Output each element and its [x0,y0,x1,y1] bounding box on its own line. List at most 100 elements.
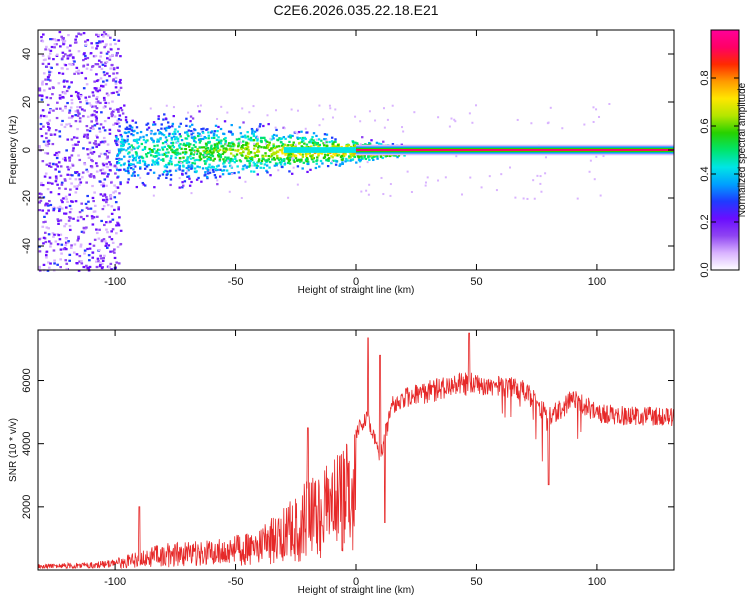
spectrogram-cell [48,162,52,165]
spectrogram-cell [185,124,188,127]
spectrogram-cell [276,154,279,157]
spectrogram-cell [119,78,122,82]
spectrogram-cell [340,145,343,149]
spectrogram-cell [132,172,135,175]
spectrogram-cell [240,135,243,138]
spectrogram-cell [178,159,181,162]
spectrogram-cell [100,111,103,114]
spectrogram-cell [171,122,175,126]
spectrogram-cell [113,208,116,212]
spectrogram-cell [197,150,200,153]
spectrogram-cell [63,39,67,43]
spectrogram-cell [68,224,72,228]
spectrogram-cell [78,260,81,263]
spectrogram-cell [178,186,181,189]
spectrogram-cell [55,116,59,120]
spectrogram-cell [300,145,303,148]
spectrogram-cell [134,151,138,154]
spectrogram-cell [426,176,429,179]
spectrogram-cell [197,158,200,162]
spectrogram-cell [324,153,327,156]
spectrogram-y-label: Frequency (Hz) [8,116,19,185]
spectrogram-cell [305,157,309,160]
spectrogram-cell [125,126,129,129]
spectrogram-cell [89,173,93,176]
spectrogram-cell [120,138,124,141]
spectrogram-cell [108,235,112,239]
spectrogram-cell [79,95,83,98]
spectrogram-cell [119,55,122,58]
spectrogram-cell [114,122,117,125]
spectrogram-cell [212,159,215,162]
spectrogram-cell [42,125,45,128]
spectrogram-cell [253,130,257,133]
spectrogram-cell [233,161,237,164]
colorbar-tick-label: 0.2 [699,214,711,229]
spectrogram-cell [232,145,235,148]
spectrogram-cell [117,158,121,161]
spectrogram-cell [303,142,306,145]
spectrogram-cell [235,138,239,141]
spectrogram-cell [349,155,352,158]
spectrogram-cell [47,78,50,81]
spectrogram-cell [218,158,222,161]
spectrogram-cell [321,162,324,165]
spectrogram-cell [252,170,256,173]
spectrogram-cell [63,158,67,162]
spectrogram-cell [164,129,168,132]
spectrogram-cell [47,266,51,269]
spectrogram-cell [253,155,256,158]
spectrogram-cell [86,63,90,66]
spectrogram-cell [282,136,286,139]
spectrogram-cell [187,111,190,114]
spectrogram-cell [281,143,285,146]
spectrogram-cell [95,228,98,231]
spectrogram-cell [194,141,197,144]
spectrogram-cell [261,157,264,160]
spectrogram-cell [136,138,139,141]
spectrogram-cell [116,140,120,143]
spectrogram-cell [330,162,333,165]
spectrogram-cell [264,152,267,155]
spectrogram-cell [500,173,503,176]
spectrogram-cell [95,97,99,100]
spectrogram-cell [185,166,188,170]
spectrogram-cell [46,204,50,207]
spectrogram-cell [157,152,160,155]
spectrogram-cell [189,152,193,155]
spectrogram-cell [311,141,315,145]
spectrogram-cell [336,144,340,147]
spectrogram-cell [123,104,126,107]
spectrogram-cell [251,132,254,135]
spectrogram-cell [141,181,145,185]
spectrogram-cell [444,176,447,179]
spectrogram-cell [153,186,156,189]
spectrogram-cell [101,140,104,143]
spectrogram-cell [73,72,76,75]
spectrogram-cell [168,132,171,135]
spectrogram-cell [256,161,259,164]
spectrogram-cell [124,116,128,119]
spectrogram-cell [256,136,259,139]
spectrogram-cell [209,151,212,154]
spectrogram-cell [331,156,334,159]
spectrogram-cell [85,83,89,86]
spectrogram-cell [59,165,63,168]
spectrogram-cell [195,178,199,181]
spectrogram-cell [119,144,123,147]
spectrogram-cell [221,144,225,148]
spectrogram-cell [167,151,170,154]
spectrogram-cell [141,156,144,159]
spectrogram-cell [179,122,183,125]
spectrogram-cell [88,95,91,98]
spectrogram-cell [201,167,205,170]
spectrogram-cell [117,39,121,42]
spectrogram-cell [54,168,57,171]
spectrogram-cell [106,175,109,178]
spectrogram-cell [74,143,77,146]
spectrogram-cell [141,148,145,151]
spectrogram-cell [92,150,96,154]
spectrogram-cell [47,233,51,236]
